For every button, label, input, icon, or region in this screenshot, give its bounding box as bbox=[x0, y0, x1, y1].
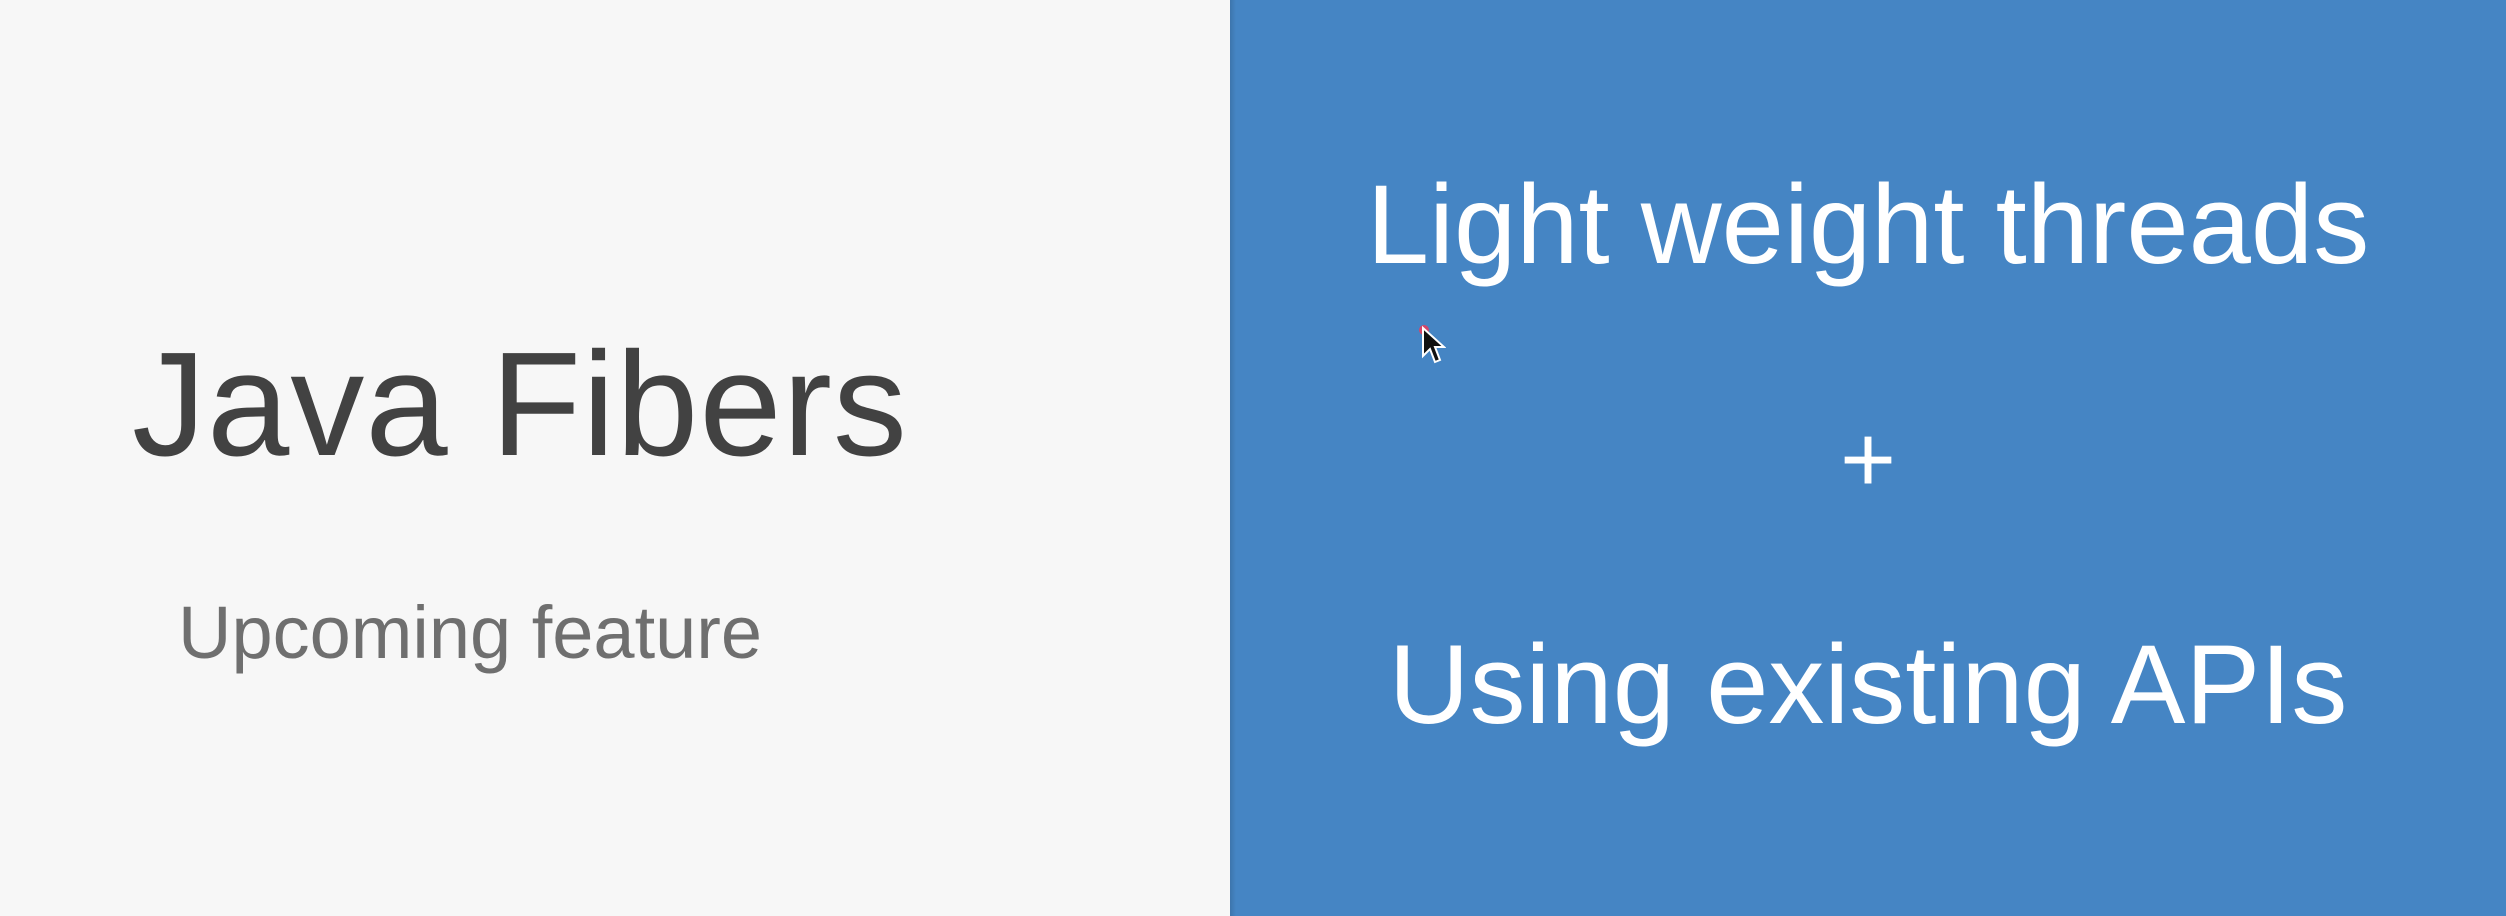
title-panel: Java Fibers Upcoming feature bbox=[0, 0, 1230, 916]
feature-light-weight-threads: Light weight threads bbox=[1366, 162, 2370, 287]
feature-panel: Light weight threads + Using existing AP… bbox=[1230, 0, 2506, 916]
feature-plus-sign: + bbox=[1839, 406, 1897, 513]
slide-title: Java Fibers bbox=[132, 322, 908, 487]
feature-existing-apis: Using existing APIs bbox=[1388, 622, 2348, 747]
panel-divider bbox=[1230, 0, 1236, 916]
slide-subtitle: Upcoming feature bbox=[178, 591, 763, 674]
mouse-pointer-icon bbox=[1419, 325, 1446, 364]
